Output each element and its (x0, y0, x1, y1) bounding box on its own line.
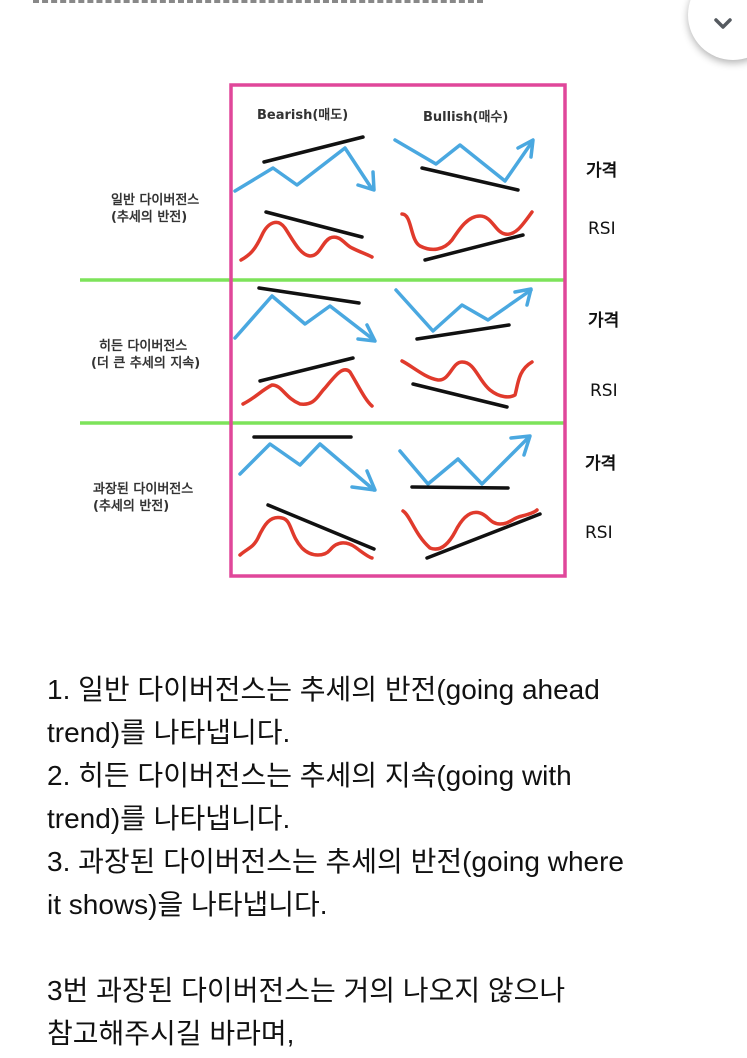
body-line: trend)를 나타냅니다. (47, 803, 291, 834)
side-label-price: 가격 (588, 311, 620, 331)
column-header-bearish: Bearish(매도) (257, 108, 349, 123)
body-line: 참고해주시길 바라며, (47, 1018, 295, 1049)
body-line: 2. 히든 다이버전스는 추세의 지속(going with (47, 760, 572, 791)
body-line: 3번 과장된 다이버전스는 거의 나오지 않으나 (47, 975, 566, 1006)
row-subtitle: (추세의 반전) (111, 210, 188, 225)
row-subtitle: (추세의 반전) (93, 499, 170, 514)
row-label-hidden: 히든 다이버전스 (더 큰 추세의 지속) (91, 338, 200, 372)
side-label-price: 가격 (586, 161, 618, 181)
row-subtitle: (더 큰 추세의 지속) (91, 356, 201, 371)
row-label-regular: 일반 다이버전스 (추세의 반전) (111, 192, 199, 226)
dashed-divider (33, 0, 483, 3)
body-line: trend)를 나타냅니다. (47, 717, 291, 748)
article-body: 1. 일반 다이버전스는 추세의 반전(going ahead trend)를 … (47, 668, 727, 1055)
side-label-rsi: RSI (590, 381, 618, 401)
body-line: 1. 일반 다이버전스는 추세의 반전(going ahead (47, 674, 600, 705)
paragraph-gap (47, 926, 727, 969)
row-title: 과장된 다이버전스 (93, 482, 194, 497)
divergence-chart-graphic (80, 83, 567, 578)
column-header-bullish: Bullish(매수) (423, 110, 509, 125)
side-label-price: 가격 (585, 454, 617, 474)
row-title: 히든 다이버전스 (99, 339, 188, 354)
divergence-diagram: Bearish(매도) Bullish(매수) 일반 다이버전스 (추세의 반전… (80, 83, 620, 578)
row-label-exaggerated: 과장된 다이버전스 (추세의 반전) (93, 481, 193, 515)
body-line: 3. 과장된 다이버전스는 추세의 반전(going where (47, 846, 624, 877)
body-line: it shows)을 나타냅니다. (47, 889, 328, 920)
row-title: 일반 다이버전스 (111, 193, 200, 208)
side-label-rsi: RSI (588, 219, 616, 239)
chevron-down-icon (714, 18, 732, 29)
side-label-rsi: RSI (585, 523, 613, 543)
